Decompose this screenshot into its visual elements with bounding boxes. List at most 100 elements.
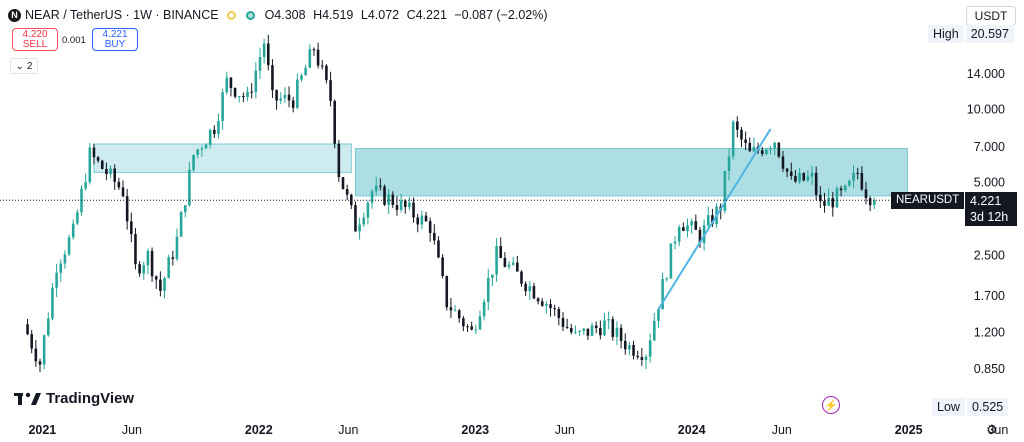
candle-body [694,221,698,230]
candle-body [549,304,552,309]
candle-body [395,205,399,210]
candle-body [437,240,440,258]
candle-body [204,144,208,149]
market-status-icon[interactable] [226,10,236,20]
candle-body [827,197,830,206]
candle-body [839,188,843,191]
candle-body [279,98,283,101]
candle-body [67,237,71,255]
change-value: −0.087 (−2.02%) [454,8,548,22]
candle-body [586,328,590,336]
buy-button[interactable]: 4.221 BUY [92,28,138,51]
gear-icon[interactable]: ⚙ [986,422,998,437]
candle-body [640,357,644,361]
y-tick-label: 7.000 [974,140,1005,154]
candle-body [150,250,154,277]
candle-body [673,241,677,244]
candle-body [528,286,532,292]
candle-body [408,202,411,208]
candle-body [511,262,515,265]
candle-body [632,345,635,356]
ohlc-values: O4.308 H4.519 L4.072 C4.221 −0.087 (−2.0… [265,8,552,22]
indicators-collapse-button[interactable]: ⌄ 2 [10,58,38,74]
candle-body [582,328,586,332]
candle-body [536,298,540,302]
y-tick-label: 0.850 [974,362,1005,376]
candle-body [474,329,478,331]
currency-selector[interactable]: USDT [966,6,1016,26]
candle-body [175,236,179,259]
candle-body [495,246,498,275]
sell-button[interactable]: 4.220 SELL [12,28,58,51]
candle-body [636,355,639,358]
candle-body [183,205,187,213]
candle-body [644,356,648,361]
candle-body [51,287,54,319]
chevron-down-icon: ⌄ [15,60,24,72]
tradingview-logo[interactable]: TradingView [14,390,134,407]
high-value-ohlc: 4.519 [322,8,354,22]
candle-body [590,325,594,336]
candle-body [744,139,747,143]
candle-body [113,168,116,182]
candle-body [420,215,424,225]
candle-body [34,348,38,362]
candle-body [831,197,835,208]
candle-body [233,87,237,97]
candle-body [403,200,407,208]
candle-body [462,318,465,327]
candle-body [864,189,868,199]
bar-countdown: 3d 12h [970,210,1009,224]
y-tick-label: 1.200 [974,326,1005,340]
buy-label: BUY [104,39,126,50]
candle-body [607,319,610,321]
close-label: C [406,8,416,22]
candle-body [557,309,561,318]
data-status-icon[interactable] [245,10,255,20]
candle-body [412,202,415,218]
x-tick-label: Jun [772,423,792,437]
candle-body [599,328,602,336]
low-value-ohlc: 4.072 [367,8,400,22]
x-tick-label: Jun [555,423,575,437]
candle-body [503,257,507,267]
candle-body [731,121,735,157]
candle-body [466,326,469,328]
candle-body [320,65,324,67]
y-tick-label: 10.000 [967,102,1005,116]
candle-body [159,279,162,291]
candle-body [752,146,756,152]
candle-body [706,215,710,226]
candle-body [217,120,220,134]
candle-body [661,278,664,310]
candle-body [445,275,449,308]
y-tick-label: 14.000 [967,67,1005,81]
high-badge-value: 20.597 [965,25,1014,43]
candle-body [806,176,810,181]
bolt-icon[interactable]: ⚡ [822,396,840,414]
candle-body [225,77,229,93]
candle-body [810,172,814,177]
candle-body [399,200,403,210]
candle-body [856,172,859,174]
last-price-value: 4.221 [970,194,1002,208]
x-tick-label: 2022 [245,423,273,437]
buy-price: 4.221 [102,29,128,40]
symbol-header: N NEAR / TetherUS · 1W · BINANCE O4.308 … [8,6,552,24]
candle-body [760,150,764,154]
candle-body [873,200,876,206]
candle-body [698,229,702,244]
candle-body [570,327,573,333]
candle-body [71,223,75,238]
candle-body [262,43,266,58]
candle-body [594,325,598,329]
candle-body [789,171,793,176]
x-tick-label: Jun [122,423,142,437]
candle-body [740,129,743,140]
candle-body [561,317,565,327]
symbol-title[interactable]: NEAR / TetherUS · 1W · BINANCE [25,8,219,22]
y-tick-label: 1.700 [974,289,1005,303]
symbol-price-tag: NEARUSDT [891,192,965,209]
candle-body [242,96,245,98]
